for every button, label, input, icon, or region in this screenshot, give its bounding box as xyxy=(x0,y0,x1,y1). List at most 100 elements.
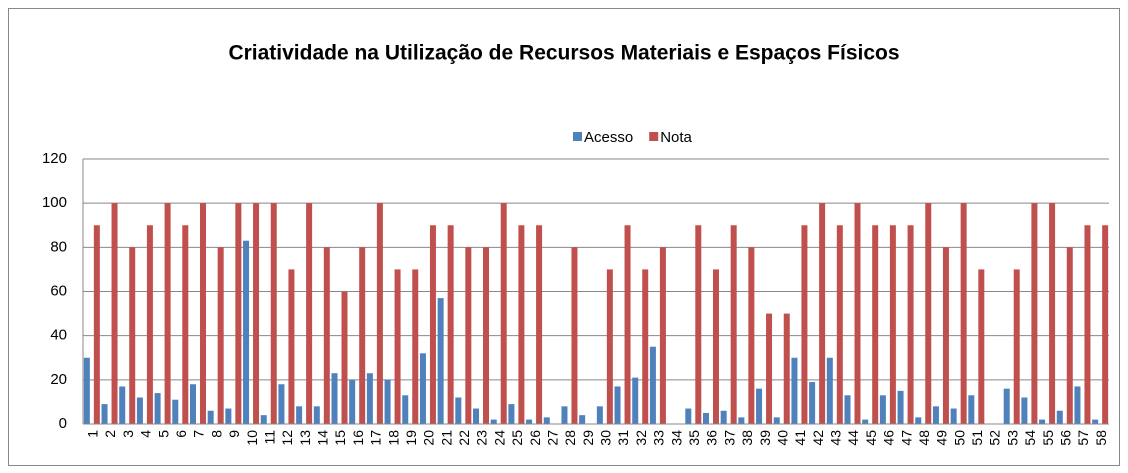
bar xyxy=(1031,203,1038,424)
x-tick-label: 13 xyxy=(297,430,313,446)
bar xyxy=(225,408,232,424)
bar xyxy=(189,384,196,424)
bar xyxy=(323,247,330,424)
x-tick-label: 52 xyxy=(987,430,1003,446)
bar xyxy=(748,247,755,424)
bar xyxy=(907,225,914,424)
bar xyxy=(483,247,490,424)
bar xyxy=(561,406,568,424)
x-tick-label: 17 xyxy=(368,430,384,446)
bar xyxy=(359,247,366,424)
x-tick-label: 8 xyxy=(208,430,224,438)
bar xyxy=(1013,269,1020,424)
bar xyxy=(950,408,957,424)
bar xyxy=(172,399,179,424)
y-tick-label: 0 xyxy=(59,415,67,432)
legend-label: Nota xyxy=(660,129,692,146)
bar xyxy=(632,377,639,424)
bar xyxy=(571,247,578,424)
y-tick-label: 60 xyxy=(50,282,67,299)
x-tick-label: 37 xyxy=(721,430,737,446)
bar xyxy=(925,203,932,424)
bar xyxy=(331,373,338,424)
bar xyxy=(1092,419,1099,424)
chart-border xyxy=(8,8,1120,466)
bar xyxy=(543,417,550,424)
legend-label: Acesso xyxy=(584,129,633,146)
x-tick-label: 54 xyxy=(1022,430,1038,446)
bar xyxy=(129,247,136,424)
x-tick-label: 28 xyxy=(562,430,578,446)
bar xyxy=(500,203,507,424)
x-tick-label: 27 xyxy=(544,430,560,446)
legend-swatch xyxy=(573,132,582,141)
x-tick-label: 57 xyxy=(1075,430,1091,446)
x-tick-label: 12 xyxy=(279,430,295,446)
x-tick-label: 38 xyxy=(739,430,755,446)
bar xyxy=(447,225,454,424)
bar xyxy=(801,225,808,424)
bar xyxy=(83,357,90,424)
x-tick-label: 11 xyxy=(261,430,277,445)
bar xyxy=(614,386,621,424)
x-tick-label: 34 xyxy=(668,430,684,446)
bar xyxy=(854,203,861,424)
bar xyxy=(968,395,975,424)
y-tick-label: 80 xyxy=(50,238,67,255)
x-tick-label: 21 xyxy=(438,430,454,446)
bar xyxy=(862,419,869,424)
x-tick-label: 4 xyxy=(138,430,154,438)
x-tick-label: 30 xyxy=(598,430,614,446)
bar xyxy=(111,203,118,424)
bar xyxy=(296,406,303,424)
bar xyxy=(384,379,391,424)
bar xyxy=(526,419,533,424)
bar xyxy=(429,225,436,424)
x-tick-label: 15 xyxy=(332,430,348,446)
y-tick-label: 40 xyxy=(50,327,67,344)
x-tick-label: 19 xyxy=(403,430,419,446)
x-tick-label: 1 xyxy=(85,430,101,438)
bar xyxy=(766,313,773,424)
bar xyxy=(1074,386,1081,424)
bar xyxy=(366,373,373,424)
x-tick-label: 39 xyxy=(757,430,773,446)
bar xyxy=(624,225,631,424)
bar xyxy=(306,203,313,424)
bar xyxy=(349,379,356,424)
bar xyxy=(915,417,922,424)
x-tick-label: 55 xyxy=(1040,430,1056,446)
bar xyxy=(783,313,790,424)
bar xyxy=(579,415,586,424)
y-tick-label: 20 xyxy=(50,371,67,388)
legend-swatch xyxy=(649,132,659,141)
x-tick-label: 32 xyxy=(633,430,649,446)
bar xyxy=(1021,397,1028,424)
x-tick-label: 50 xyxy=(951,430,967,446)
bar xyxy=(1056,410,1063,424)
bar xyxy=(889,225,896,424)
bar xyxy=(164,203,171,424)
bar xyxy=(473,408,480,424)
x-tick-label: 42 xyxy=(810,430,826,446)
x-tick-label: 10 xyxy=(244,430,260,446)
x-tick-label: 9 xyxy=(226,430,242,438)
x-tick-label: 24 xyxy=(491,430,507,446)
bar xyxy=(932,406,939,424)
bar xyxy=(182,225,189,424)
x-tick-label: 23 xyxy=(474,430,490,446)
bar xyxy=(695,225,702,424)
bar xyxy=(791,357,798,424)
x-tick-label: 49 xyxy=(934,430,950,446)
bar xyxy=(419,353,426,424)
x-tick-label: 16 xyxy=(350,430,366,446)
x-tick-label: 14 xyxy=(315,430,331,446)
bar xyxy=(1084,225,1091,424)
x-tick-label: 36 xyxy=(704,430,720,446)
bar xyxy=(313,406,320,424)
bar xyxy=(518,225,525,424)
bar xyxy=(819,203,826,424)
bar xyxy=(199,203,206,424)
